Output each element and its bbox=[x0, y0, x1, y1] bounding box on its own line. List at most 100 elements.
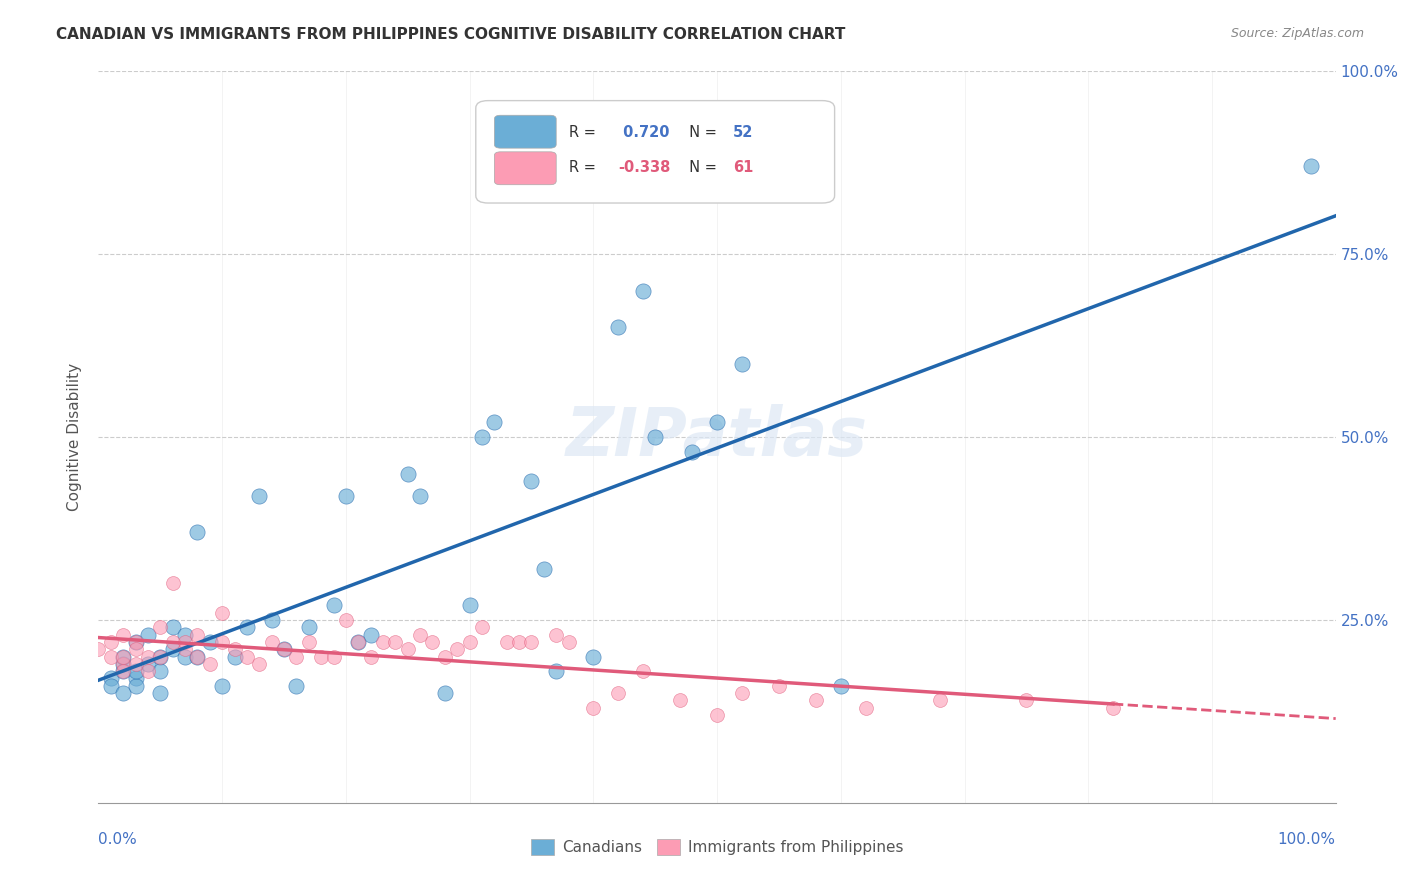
Text: N =: N = bbox=[681, 161, 721, 176]
Point bbox=[162, 576, 184, 591]
FancyBboxPatch shape bbox=[495, 152, 557, 185]
Point bbox=[371, 635, 394, 649]
Point bbox=[384, 635, 406, 649]
Legend: Canadians, Immigrants from Philippines: Canadians, Immigrants from Philippines bbox=[524, 833, 910, 861]
Point bbox=[335, 489, 357, 503]
Point bbox=[100, 672, 122, 686]
Point bbox=[211, 635, 233, 649]
Point bbox=[112, 649, 135, 664]
Point bbox=[533, 562, 555, 576]
Point bbox=[471, 620, 494, 634]
Point bbox=[446, 642, 468, 657]
Point bbox=[681, 444, 703, 458]
Point bbox=[247, 489, 270, 503]
Point bbox=[731, 357, 754, 371]
Point bbox=[285, 679, 308, 693]
Point bbox=[87, 642, 110, 657]
Point bbox=[830, 679, 852, 693]
FancyBboxPatch shape bbox=[495, 115, 557, 148]
Point bbox=[1102, 700, 1125, 714]
Point bbox=[136, 664, 159, 678]
Point bbox=[520, 474, 543, 488]
Point bbox=[224, 649, 246, 664]
Point bbox=[458, 599, 481, 613]
Point bbox=[706, 708, 728, 723]
Point bbox=[186, 649, 208, 664]
Point bbox=[546, 664, 568, 678]
Point bbox=[360, 649, 382, 664]
Point bbox=[458, 635, 481, 649]
Point bbox=[260, 635, 283, 649]
Point bbox=[260, 613, 283, 627]
Point bbox=[631, 664, 654, 678]
Point bbox=[669, 693, 692, 707]
Point bbox=[422, 635, 444, 649]
Point bbox=[162, 620, 184, 634]
Point bbox=[298, 635, 321, 649]
Point bbox=[409, 489, 432, 503]
Point bbox=[607, 320, 630, 334]
Point bbox=[149, 620, 172, 634]
Point bbox=[471, 430, 494, 444]
Point bbox=[174, 627, 197, 641]
Point bbox=[322, 649, 344, 664]
Text: N =: N = bbox=[681, 125, 721, 139]
Text: CANADIAN VS IMMIGRANTS FROM PHILIPPINES COGNITIVE DISABILITY CORRELATION CHART: CANADIAN VS IMMIGRANTS FROM PHILIPPINES … bbox=[56, 27, 845, 42]
Text: R =: R = bbox=[568, 125, 600, 139]
Point bbox=[335, 613, 357, 627]
Text: ZIPatlas: ZIPatlas bbox=[567, 404, 868, 470]
Point bbox=[112, 627, 135, 641]
Text: 52: 52 bbox=[733, 125, 754, 139]
FancyBboxPatch shape bbox=[475, 101, 835, 203]
Point bbox=[136, 657, 159, 671]
Point bbox=[433, 649, 456, 664]
Point bbox=[112, 686, 135, 700]
Point bbox=[211, 606, 233, 620]
Point bbox=[855, 700, 877, 714]
Point bbox=[136, 627, 159, 641]
Point bbox=[186, 525, 208, 540]
Point bbox=[100, 635, 122, 649]
Point bbox=[186, 649, 208, 664]
Point bbox=[224, 642, 246, 657]
Point bbox=[495, 635, 517, 649]
Point bbox=[706, 416, 728, 430]
Text: 100.0%: 100.0% bbox=[1278, 832, 1336, 847]
Point bbox=[198, 635, 221, 649]
Point bbox=[1299, 160, 1322, 174]
Point bbox=[273, 642, 295, 657]
Point bbox=[309, 649, 332, 664]
Point bbox=[124, 657, 146, 671]
Point bbox=[396, 642, 419, 657]
Point bbox=[273, 642, 295, 657]
Point bbox=[247, 657, 270, 671]
Point bbox=[631, 284, 654, 298]
Point bbox=[149, 664, 172, 678]
Point bbox=[520, 635, 543, 649]
Point bbox=[100, 679, 122, 693]
Point bbox=[149, 686, 172, 700]
Point bbox=[124, 672, 146, 686]
Point bbox=[236, 620, 259, 634]
Point bbox=[1015, 693, 1038, 707]
Text: 0.0%: 0.0% bbox=[98, 832, 138, 847]
Point bbox=[124, 679, 146, 693]
Point bbox=[162, 642, 184, 657]
Point bbox=[174, 642, 197, 657]
Point bbox=[508, 635, 530, 649]
Point bbox=[186, 627, 208, 641]
Point bbox=[112, 664, 135, 678]
Point bbox=[607, 686, 630, 700]
Y-axis label: Cognitive Disability: Cognitive Disability bbox=[67, 363, 83, 511]
Point bbox=[409, 627, 432, 641]
Text: 61: 61 bbox=[733, 161, 754, 176]
Point bbox=[162, 635, 184, 649]
Point bbox=[347, 635, 370, 649]
Point bbox=[484, 416, 506, 430]
Point bbox=[804, 693, 827, 707]
Point bbox=[347, 635, 370, 649]
Point bbox=[582, 700, 605, 714]
Text: 0.720: 0.720 bbox=[619, 125, 669, 139]
Point bbox=[112, 657, 135, 671]
Point bbox=[124, 635, 146, 649]
